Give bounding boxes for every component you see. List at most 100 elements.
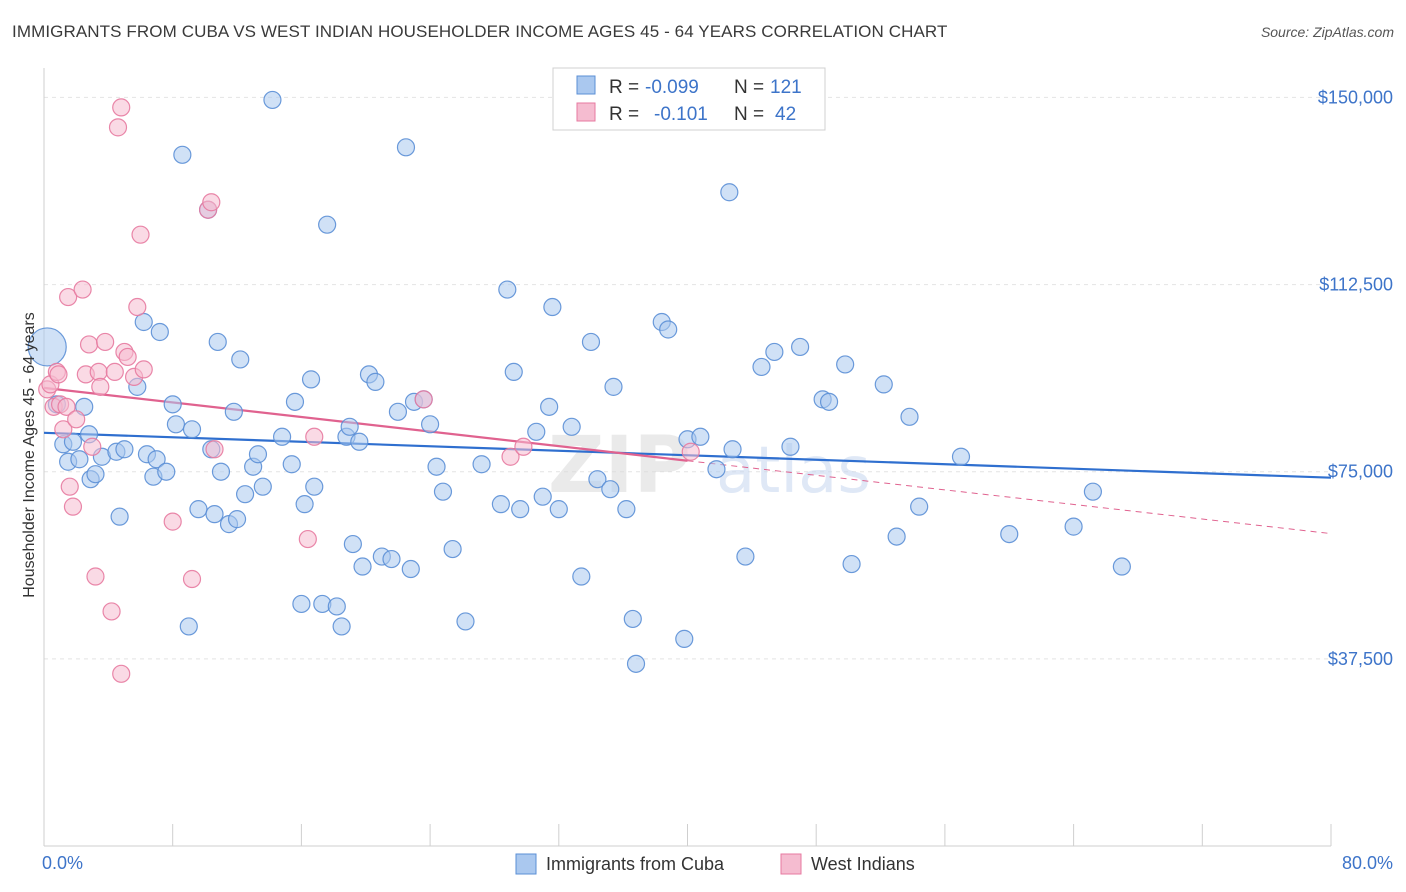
point-cuba-35 xyxy=(231,350,250,369)
point-cuba-98 xyxy=(736,547,755,566)
point-cuba-41 xyxy=(272,427,292,446)
point-cuba-92 xyxy=(675,629,694,648)
point-cuba-109 xyxy=(900,407,919,426)
y-axis-label: Householder Income Ages 45 - 64 years xyxy=(21,312,38,598)
point-cuba-22 xyxy=(166,415,186,434)
point-cuba-4 xyxy=(63,432,83,451)
point-cuba-55 xyxy=(350,432,369,451)
point-cuba-30 xyxy=(208,332,227,352)
point-cuba-107 xyxy=(874,375,893,394)
legend-n-label-2: N = xyxy=(734,104,764,125)
point-westindian-34 xyxy=(205,440,224,459)
y-tick-labels: $37,500 $75,000 $112,500 $150,000 xyxy=(1318,87,1393,668)
point-cuba-15 xyxy=(134,312,153,332)
point-cuba-53 xyxy=(340,417,359,436)
point-cuba-113 xyxy=(1064,517,1083,536)
legend-r-label-1: R = xyxy=(609,77,639,98)
point-westindian-9 xyxy=(60,477,79,496)
legend-r-value-2: -0.101 xyxy=(654,104,708,125)
point-westindian-19 xyxy=(96,332,115,352)
point-cuba-84 xyxy=(588,470,607,489)
legend-r-label-2: R = xyxy=(609,104,639,125)
point-cuba-77 xyxy=(533,487,552,506)
point-cuba-75 xyxy=(511,500,530,519)
point-cuba-61 xyxy=(388,402,408,421)
point-westindian-11 xyxy=(67,410,86,429)
point-westindian-30 xyxy=(163,512,182,531)
point-cuba-5 xyxy=(70,450,89,469)
point-westindian-4 xyxy=(49,365,68,384)
point-westindian-29 xyxy=(134,360,153,379)
point-cuba-104 xyxy=(819,392,839,411)
point-cuba-26 xyxy=(189,500,208,519)
point-westindian-31 xyxy=(182,569,202,589)
point-cuba-88 xyxy=(623,609,642,629)
legend-swatch-cuba xyxy=(576,75,596,95)
point-cuba-74 xyxy=(504,362,523,382)
point-cuba-51 xyxy=(332,617,351,636)
point-cuba-40 xyxy=(263,90,282,110)
point-cuba-21 xyxy=(163,395,182,414)
point-cuba-99 xyxy=(752,357,771,377)
trend-line-westindian xyxy=(43,386,688,462)
point-cuba-115 xyxy=(1112,557,1131,576)
point-cuba-56 xyxy=(353,557,372,576)
y-tick-label-2: $112,500 xyxy=(1319,275,1393,295)
point-cuba-63 xyxy=(401,559,420,579)
point-westindian-17 xyxy=(89,362,108,382)
y-tick-label-0: $37,500 xyxy=(1328,649,1393,669)
point-cuba-76 xyxy=(527,422,546,441)
point-westindian-18 xyxy=(91,377,110,396)
bottom-legend-cuba: Immigrants from Cuba xyxy=(546,854,725,874)
point-cuba-82 xyxy=(572,567,591,586)
point-cuba-66 xyxy=(421,415,440,434)
point-westindian-7 xyxy=(57,397,76,416)
point-westindian-35 xyxy=(298,529,317,549)
point-westindian-15 xyxy=(83,437,102,456)
point-cuba-44 xyxy=(292,594,311,614)
point-cuba-100 xyxy=(765,342,784,362)
point-cuba-38 xyxy=(248,445,268,464)
point-cuba-46 xyxy=(301,370,321,389)
stats-legend: R = -0.099 N = 121 R = -0.101 N = 42 xyxy=(552,67,826,131)
point-cuba-106 xyxy=(842,554,861,574)
source-label: Source: ZipAtlas.com xyxy=(1260,24,1394,40)
point-westindian-20 xyxy=(102,602,121,621)
point-westindian-28 xyxy=(131,225,150,244)
point-cuba-73 xyxy=(498,280,517,299)
point-cuba-13 xyxy=(115,440,134,459)
point-westindian-6 xyxy=(54,420,73,439)
point-cuba-20 xyxy=(157,462,176,481)
point-westindian-41 xyxy=(112,98,131,117)
point-cuba-101 xyxy=(781,437,800,456)
point-cuba-29 xyxy=(205,505,224,524)
point-cuba-58 xyxy=(366,372,385,391)
point-cuba-110 xyxy=(910,497,929,516)
point-westindian-38 xyxy=(501,447,520,466)
point-cuba-105 xyxy=(836,355,855,374)
point-westindian-8 xyxy=(59,287,78,307)
point-cuba-47 xyxy=(305,477,324,496)
point-cuba-60 xyxy=(382,549,401,569)
point-cuba-25 xyxy=(182,420,202,439)
bottom-legend-westindian: West Indians xyxy=(811,854,915,874)
legend-r-value-1: -0.099 xyxy=(645,77,699,98)
point-cuba-94 xyxy=(691,427,710,446)
point-cuba-111 xyxy=(951,447,971,466)
point-westindian-21 xyxy=(105,362,124,382)
point-cuba-45 xyxy=(295,495,314,514)
point-cuba-9 xyxy=(86,465,105,484)
point-cuba-96 xyxy=(720,183,739,202)
point-westindian-36 xyxy=(305,427,324,446)
bottom-swatch-westindian xyxy=(780,853,802,875)
point-westindian-23 xyxy=(112,664,131,683)
point-cuba-19 xyxy=(150,322,169,342)
point-cuba-81 xyxy=(562,417,581,436)
point-cuba-114 xyxy=(1083,482,1103,501)
point-westindian-40 xyxy=(681,442,700,461)
point-westindian-33 xyxy=(202,193,221,212)
point-cuba-86 xyxy=(604,377,623,396)
point-westindian-16 xyxy=(86,567,105,586)
point-westindian-22 xyxy=(108,118,128,137)
